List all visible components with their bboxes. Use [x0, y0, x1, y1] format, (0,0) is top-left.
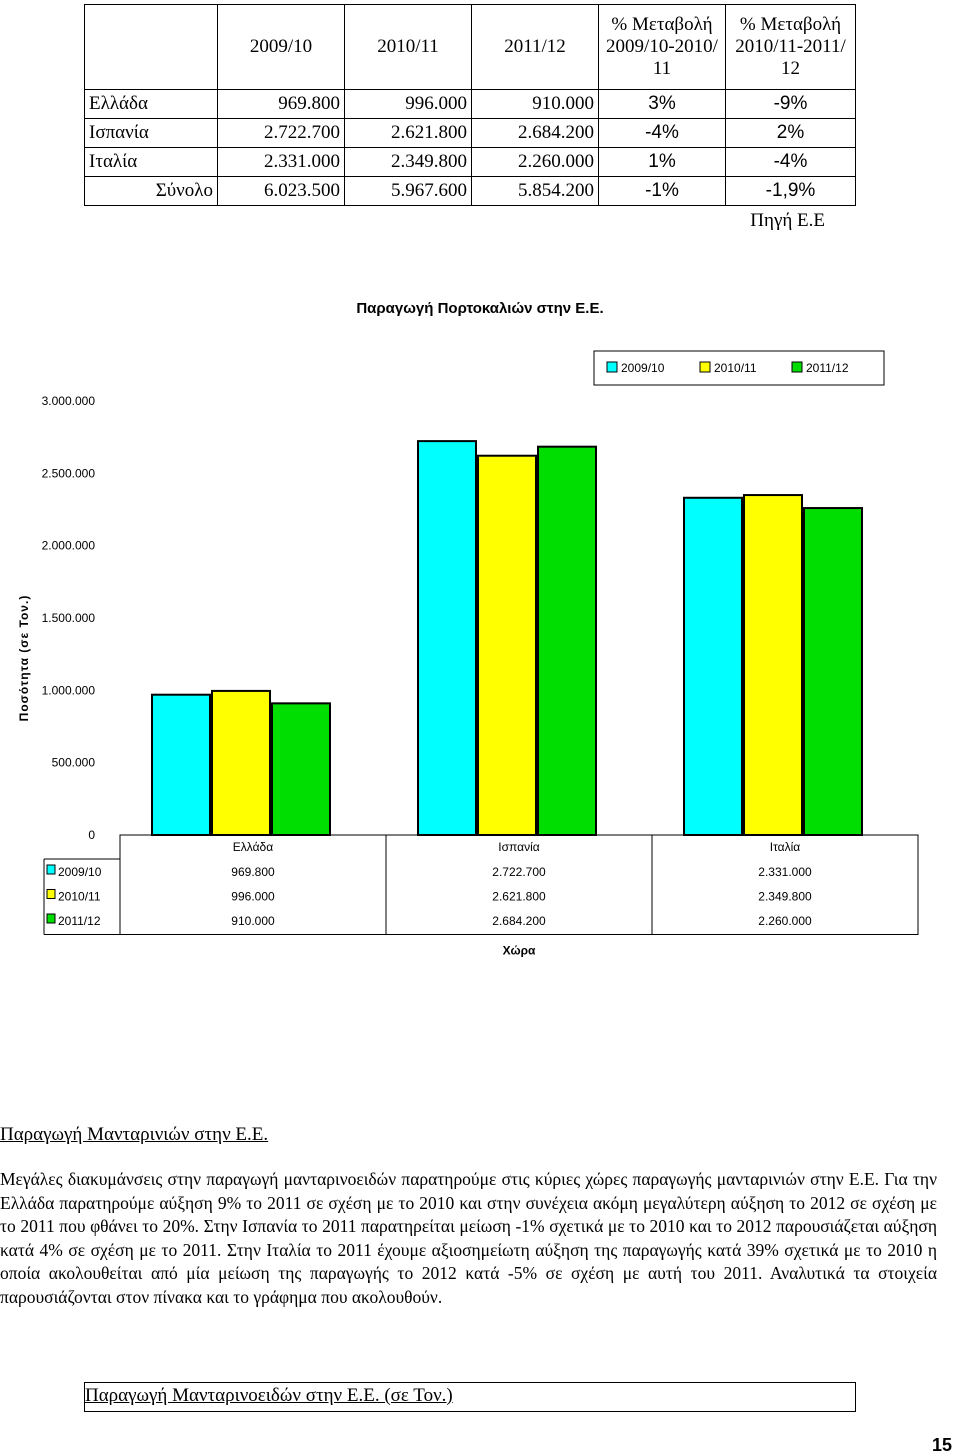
bar — [803, 507, 863, 836]
table-cell: 3% — [598, 89, 726, 119]
table-source: Πηγή Ε.Ε — [750, 210, 825, 231]
bar — [417, 440, 477, 837]
bar — [477, 454, 537, 837]
table-cell: 910.000 — [471, 89, 599, 119]
row-legend-label: 2011/12 — [58, 914, 101, 928]
table-header-row: 2009/10 2010/11 2011/12 % Μεταβολή 2009/… — [84, 4, 856, 90]
table-header-cell: 2011/12 — [471, 4, 599, 90]
table-cell-country: Ελλάδα — [84, 89, 218, 119]
data-label: 969.800 — [231, 865, 275, 879]
y-tick-label: 2.000.000 — [42, 539, 96, 553]
legend-swatch — [606, 361, 618, 373]
data-label: 2.349.800 — [758, 890, 812, 904]
legend-label: 2011/12 — [806, 361, 849, 375]
table-cell: 1% — [598, 147, 726, 177]
table-cell: 2.331.000 — [217, 147, 345, 177]
table-header-cell: 2010/11 — [344, 4, 472, 90]
bar — [683, 496, 743, 836]
y-tick-label: 2.500.000 — [42, 466, 96, 480]
production-table: 2009/10 2010/11 2011/12 % Μεταβολή 2009/… — [84, 4, 856, 206]
table-cell-country: Ισπανία — [84, 118, 218, 148]
data-label: 910.000 — [231, 914, 275, 928]
category-label: Ιταλία — [770, 840, 801, 854]
row-legend-label: 2010/11 — [58, 890, 101, 904]
table-cell: 5.854.200 — [471, 176, 599, 206]
bottom-table-header: Παραγωγή Μανταρινοειδών στην Ε.Ε. (σε Το… — [84, 1382, 856, 1412]
section-heading: Παραγωγή Μανταρινιών στην Ε.Ε. — [0, 1124, 269, 1145]
table-cell: 969.800 — [217, 89, 345, 119]
data-label: 2.260.000 — [758, 914, 812, 928]
legend-swatch — [699, 361, 711, 373]
data-label: 996.000 — [231, 890, 275, 904]
table-header-cell: 2009/10 — [217, 4, 345, 90]
bar — [151, 693, 211, 836]
table-row: Ελλάδα 969.800 996.000 910.000 3% -9% — [84, 89, 856, 119]
y-axis-label: Ποσότητα (σε Τον.) — [17, 595, 31, 722]
category-label: Ελλάδα — [233, 840, 273, 854]
y-tick-label: 1.000.000 — [42, 683, 96, 697]
table-cell: 2.621.800 — [344, 118, 472, 148]
bottom-table-title: Παραγωγή Μανταρινοειδών στην Ε.Ε. (σε Το… — [85, 1385, 453, 1406]
row-legend-swatch — [46, 864, 56, 875]
page-number: 15 — [931, 1435, 952, 1455]
table-header-cell — [84, 4, 218, 90]
data-label: 2.684.200 — [492, 914, 546, 928]
table-cell-country: Ιταλία — [84, 147, 218, 177]
y-tick-label: 1.500.000 — [42, 611, 96, 625]
bar — [537, 445, 597, 836]
table-cell: 2% — [725, 118, 856, 148]
table-cell: -4% — [725, 147, 856, 177]
table-row: Ιταλία 2.331.000 2.349.800 2.260.000 1% … — [84, 147, 856, 177]
x-axis-label: Χώρα — [503, 944, 536, 958]
chart-title: Παραγωγή Πορτοκαλιών στην Ε.Ε. — [356, 300, 604, 317]
row-legend-swatch — [46, 889, 56, 899]
table-cell-country: Σύνολο — [84, 176, 218, 206]
y-tick-label: 500.000 — [52, 756, 96, 770]
row-legend-swatch — [46, 913, 56, 924]
legend-label: 2010/11 — [714, 361, 757, 375]
table-cell: 2.722.700 — [217, 118, 345, 148]
bar — [211, 689, 271, 836]
table-cell: -9% — [725, 89, 856, 119]
table-cell: 2.684.200 — [471, 118, 599, 148]
data-label: 2.621.800 — [492, 890, 546, 904]
table-cell: -1% — [598, 176, 726, 206]
legend-box — [593, 350, 885, 386]
data-label: 2.722.700 — [492, 865, 546, 879]
data-label: 2.331.000 — [758, 865, 812, 879]
table-header-cell: % Μεταβολή 2010/11-2011/ 12 — [725, 4, 856, 90]
table-row: Ισπανία 2.722.700 2.621.800 2.684.200 -4… — [84, 118, 856, 148]
table-cell: 2.260.000 — [471, 147, 599, 177]
bar — [271, 702, 331, 836]
body-paragraph: Μεγάλες διακυμάνσεις στην παραγωγή μαντα… — [0, 1169, 937, 1307]
table-header-cell: % Μεταβολή 2009/10-2010/ 11 — [598, 4, 726, 90]
table-cell: 996.000 — [344, 89, 472, 119]
table-cell: 5.967.600 — [344, 176, 472, 206]
legend-label: 2009/10 — [621, 361, 665, 375]
table-row: Σύνολο 6.023.500 5.967.600 5.854.200 -1%… — [84, 176, 856, 206]
bar — [743, 494, 803, 837]
table-cell: 2.349.800 — [344, 147, 472, 177]
table-cell: -4% — [598, 118, 726, 148]
y-tick-label: 3.000.000 — [42, 394, 96, 408]
category-label: Ισπανία — [498, 840, 539, 854]
row-legend-label: 2009/10 — [58, 865, 102, 879]
table-cell: -1,9% — [725, 176, 856, 206]
bar-chart: Ποσότητα (σε Τον.) 0 500.000 1.000.000 1.500… — [17, 350, 919, 958]
table-cell: 6.023.500 — [217, 176, 345, 206]
legend-swatch — [791, 361, 803, 373]
y-tick-label: 0 — [88, 828, 95, 842]
